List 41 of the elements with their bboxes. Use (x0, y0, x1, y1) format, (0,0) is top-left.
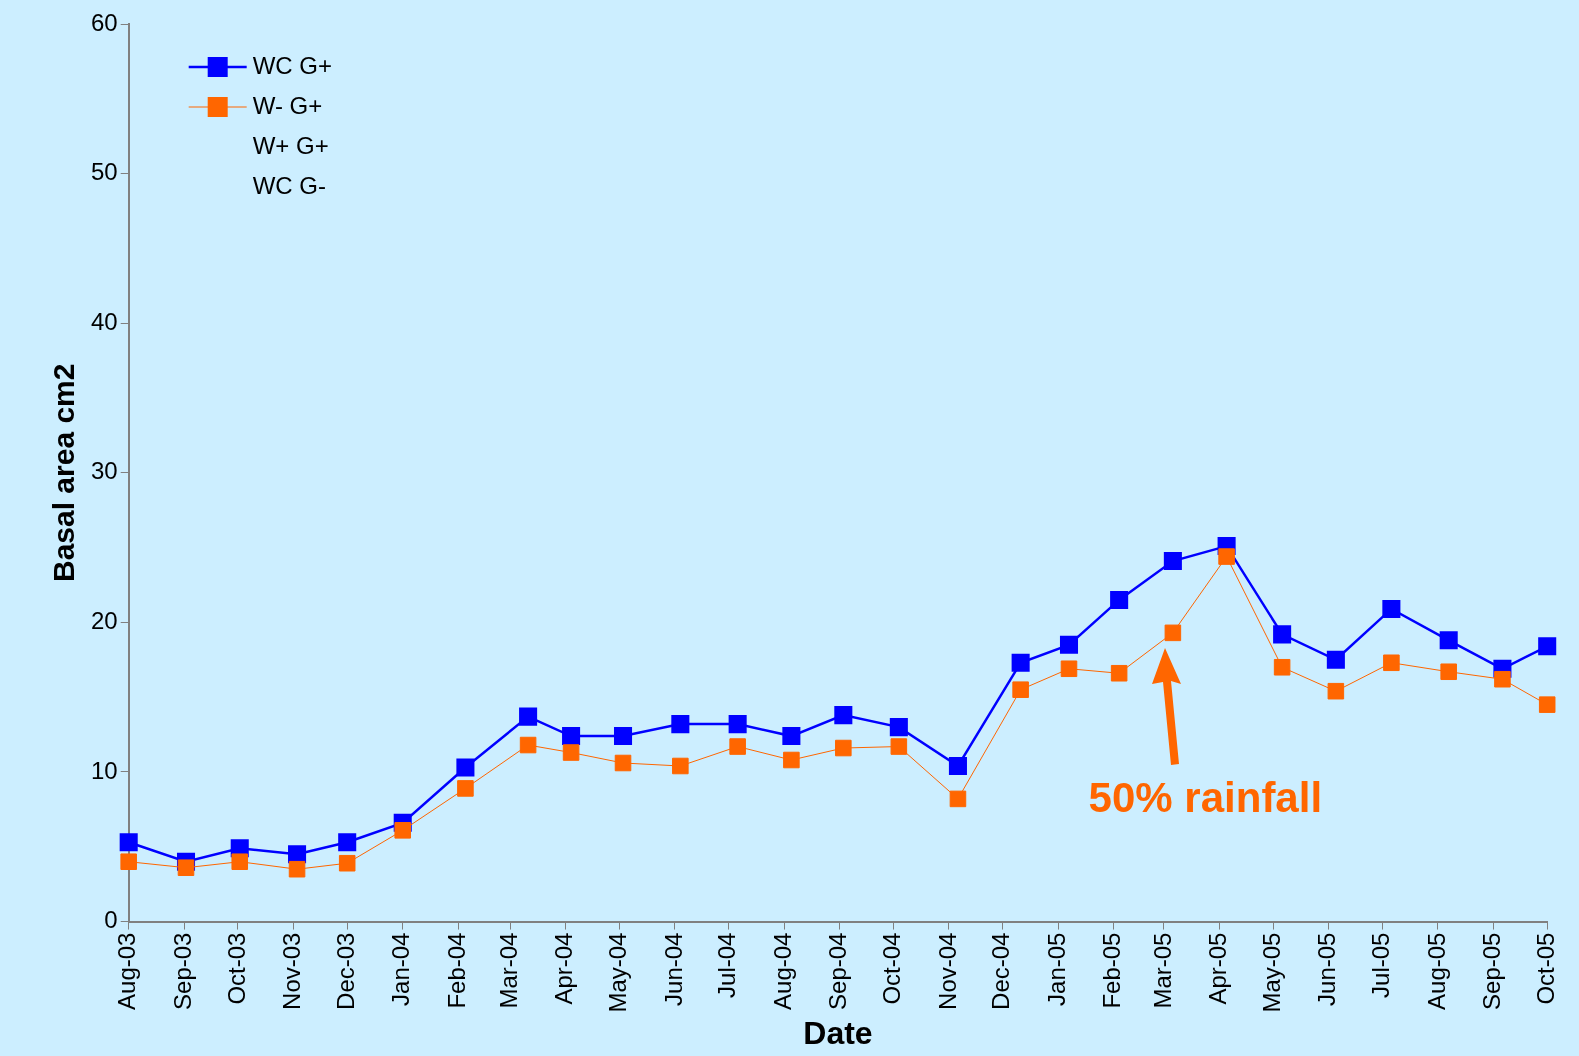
legend-label: WC G+ (252, 51, 333, 79)
x-tick-label: Feb-04 (442, 932, 470, 1009)
x-tick-label: Jun-05 (1313, 932, 1341, 1006)
x-tick-label: Jul-05 (1367, 932, 1395, 998)
x-tick-label: Sep-05 (1478, 932, 1506, 1010)
y-axis-title: Basal area cm2 (47, 363, 81, 583)
y-tick-label: 50 (90, 158, 118, 186)
x-tick-label: Feb-05 (1098, 932, 1126, 1009)
x-tick-label: May-05 (1257, 932, 1285, 1013)
x-tick-label: Dec-03 (331, 932, 359, 1010)
x-axis-title: Date (803, 1014, 873, 1051)
y-tick-label: 40 (90, 307, 118, 335)
y-tick-label: 60 (90, 8, 118, 36)
y-tick-label: 0 (104, 906, 118, 934)
x-tick-label: Jul-04 (713, 932, 741, 998)
y-tick-label: 30 (90, 457, 118, 485)
x-tick-label: Apr-05 (1204, 932, 1232, 1005)
x-tick-label: Jun-04 (659, 932, 687, 1006)
text: WC G- (252, 171, 327, 199)
y-tick-label: 20 (90, 607, 118, 635)
x-tick-label: Dec-04 (987, 932, 1015, 1010)
x-tick-label: Mar-05 (1148, 932, 1176, 1009)
annotation: 50% rainfall (1088, 773, 1323, 821)
legend-label: W- G+ (252, 91, 323, 119)
x-tick-label: Sep-04 (824, 932, 852, 1010)
x-tick-label: Aug-04 (768, 932, 796, 1010)
text: W+ G+ (252, 131, 329, 159)
y-tick-label: 10 (90, 756, 118, 784)
x-tick-label: Jan-04 (387, 932, 415, 1006)
x-tick-label: Mar-04 (494, 932, 522, 1009)
x-tick-label: Apr-04 (550, 932, 578, 1005)
x-tick-label: Oct-05 (1531, 932, 1559, 1005)
x-tick-label: Oct-03 (222, 932, 250, 1005)
x-tick-label: Sep-03 (168, 932, 196, 1010)
x-tick-label: Nov-03 (278, 932, 306, 1010)
x-tick-label: May-04 (604, 932, 632, 1013)
x-tick-label: Oct-04 (878, 932, 906, 1005)
x-tick-label: Nov-04 (933, 932, 961, 1010)
x-tick-label: Aug-05 (1422, 932, 1450, 1010)
x-tick-label: Jan-05 (1042, 932, 1070, 1006)
x-tick-label: Aug-03 (113, 932, 141, 1010)
